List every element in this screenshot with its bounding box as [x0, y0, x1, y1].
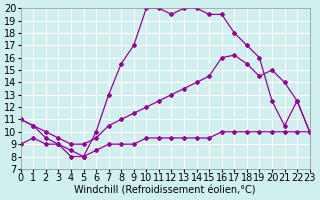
X-axis label: Windchill (Refroidissement éolien,°C): Windchill (Refroidissement éolien,°C)	[75, 186, 256, 196]
